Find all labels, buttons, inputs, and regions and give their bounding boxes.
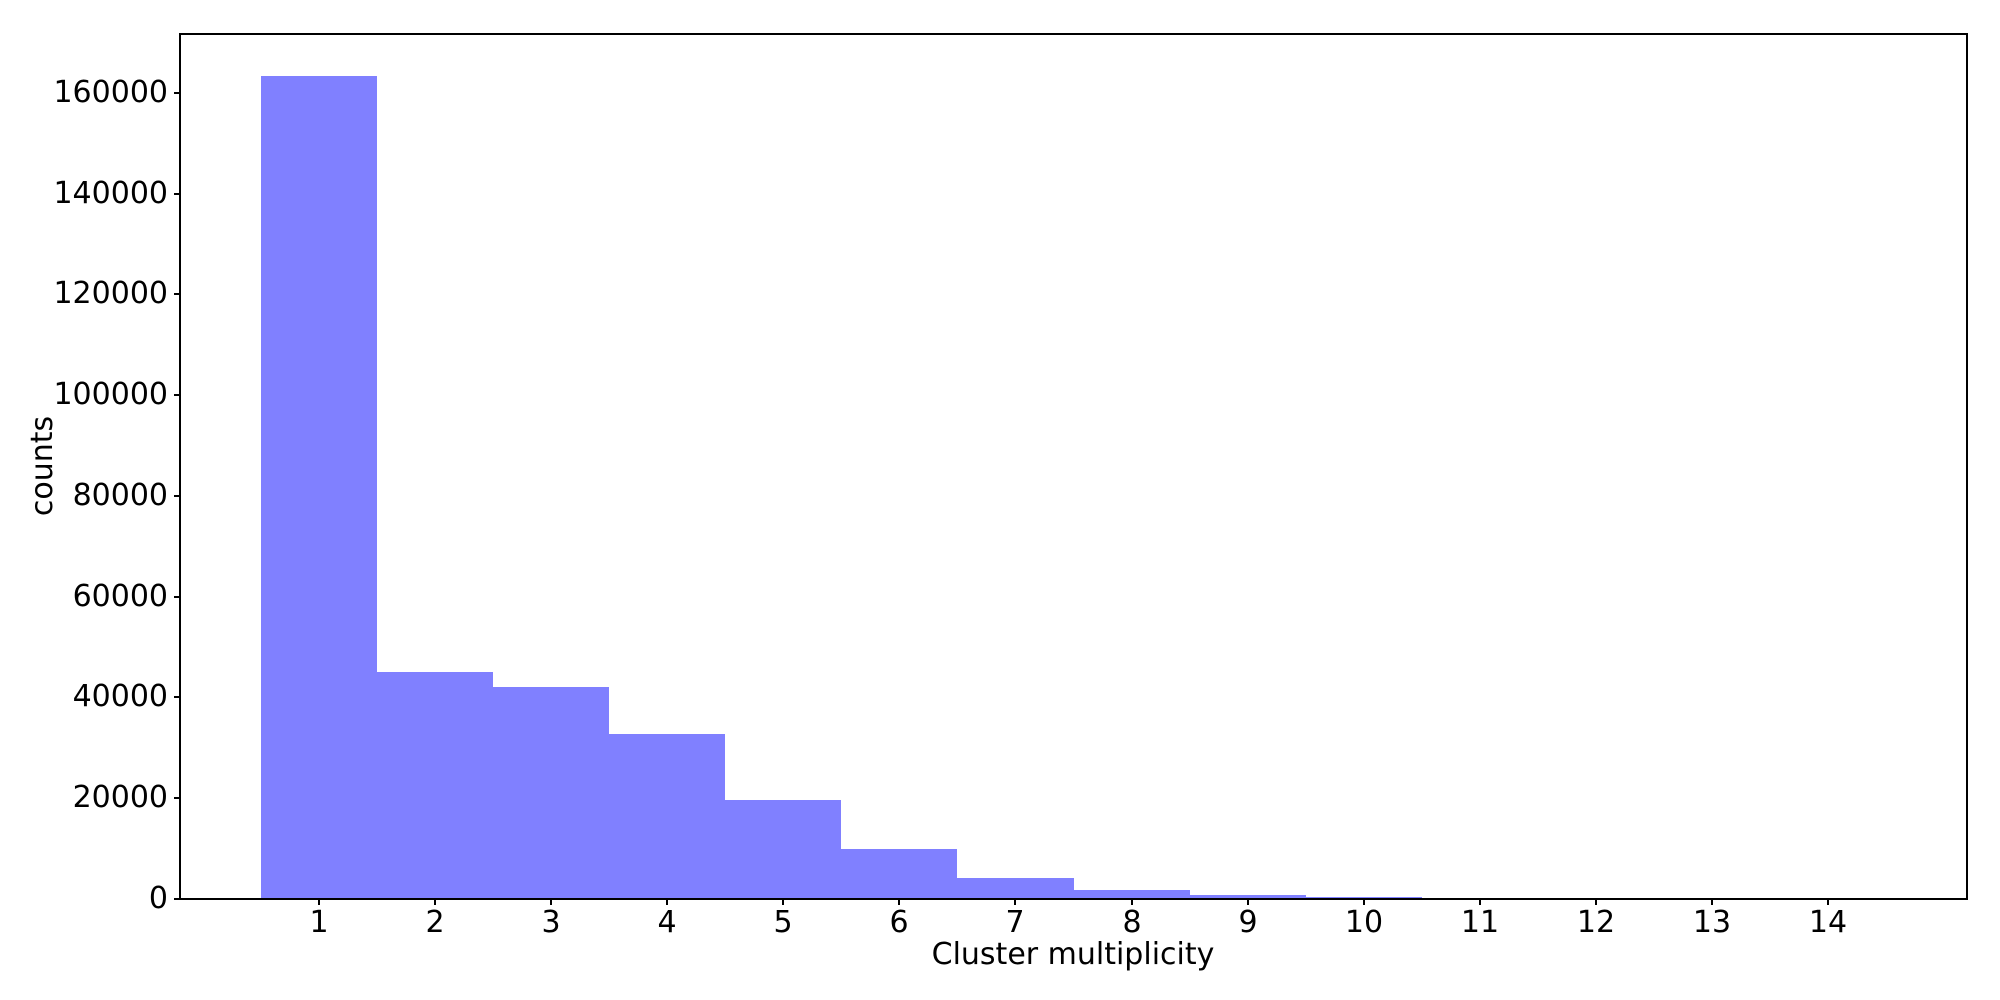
x-tick-label: 1	[309, 905, 329, 940]
y-tick-label: 140000	[53, 176, 168, 211]
x-tick-label: 3	[541, 905, 561, 940]
y-axis-label: counts	[25, 415, 60, 517]
x-tick-label: 7	[1005, 905, 1025, 940]
histogram-bar	[1190, 895, 1306, 899]
y-tick-label: 120000	[53, 276, 168, 311]
y-tick-label: 100000	[53, 377, 168, 412]
x-tick-mark	[1014, 899, 1016, 905]
histogram-bar	[377, 672, 493, 899]
x-tick-label: 2	[425, 905, 445, 940]
histogram-bar	[493, 687, 609, 899]
x-tick-label: 9	[1238, 905, 1258, 940]
y-tick-mark	[174, 797, 180, 799]
y-tick-mark	[174, 92, 180, 94]
x-tick-mark	[782, 899, 784, 905]
y-tick-label: 80000	[72, 478, 168, 513]
x-tick-mark	[666, 899, 668, 905]
histogram-bar	[261, 76, 377, 899]
x-tick-mark	[1827, 899, 1829, 905]
x-tick-mark	[1363, 899, 1365, 905]
y-tick-label: 60000	[72, 579, 168, 614]
x-tick-mark	[1247, 899, 1249, 905]
histogram-bar	[609, 734, 725, 899]
plot-border-top	[179, 33, 1968, 35]
x-tick-mark	[1131, 899, 1133, 905]
x-tick-label: 14	[1808, 905, 1848, 940]
y-tick-mark	[174, 193, 180, 195]
histogram-bar	[1074, 890, 1190, 899]
y-tick-mark	[174, 898, 180, 900]
x-tick-label: 13	[1692, 905, 1732, 940]
histogram-bar	[957, 878, 1074, 899]
x-tick-label: 10	[1344, 905, 1384, 940]
x-tick-label: 5	[773, 905, 793, 940]
y-tick-label: 160000	[53, 75, 168, 110]
y-tick-label: 20000	[72, 780, 168, 815]
y-tick-mark	[174, 293, 180, 295]
x-tick-mark	[434, 899, 436, 905]
x-axis-label: Cluster multiplicity	[931, 937, 1215, 972]
x-tick-label: 4	[657, 905, 677, 940]
histogram-bar	[725, 800, 841, 899]
x-tick-label: 8	[1122, 905, 1142, 940]
plot-border-bottom	[179, 898, 1968, 900]
x-tick-mark	[898, 899, 900, 905]
plot-border-right	[1966, 33, 1968, 900]
y-tick-mark	[174, 495, 180, 497]
histogram-bar	[841, 849, 957, 899]
x-tick-label: 11	[1460, 905, 1500, 940]
y-tick-mark	[174, 596, 180, 598]
x-tick-label: 12	[1576, 905, 1616, 940]
x-tick-mark	[1711, 899, 1713, 905]
x-tick-mark	[1595, 899, 1597, 905]
y-tick-mark	[174, 696, 180, 698]
y-tick-label: 0	[148, 881, 168, 916]
y-tick-label: 40000	[72, 679, 168, 714]
x-tick-mark	[318, 899, 320, 905]
y-tick-mark	[174, 394, 180, 396]
x-tick-mark	[1479, 899, 1481, 905]
plot-border-left	[179, 33, 181, 900]
x-tick-label: 6	[889, 905, 909, 940]
x-tick-mark	[550, 899, 552, 905]
